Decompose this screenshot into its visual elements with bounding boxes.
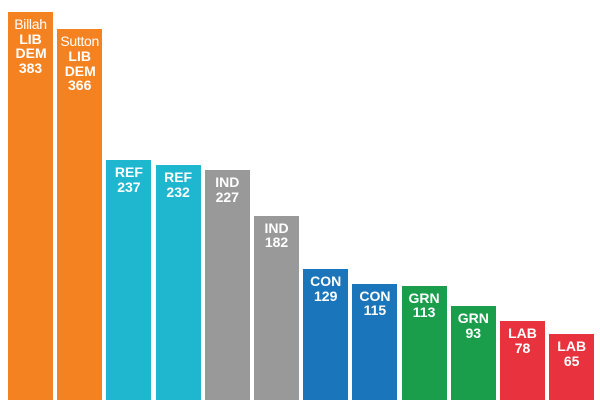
bar-value-label: 237 <box>117 178 141 195</box>
bar-value-label: 93 <box>465 324 482 341</box>
bar-party-label: LIB DEM <box>15 30 47 62</box>
bar-grn-9: GRN 113 <box>401 285 447 400</box>
bar-party-label: REF <box>164 169 193 185</box>
bar-value-label: 366 <box>68 77 92 94</box>
bar-party-label: GRN <box>457 309 489 326</box>
bar-candidate-label: Billah <box>14 16 47 32</box>
bar-lib-dem-1: Billah LIB DEM 383 <box>8 12 53 400</box>
bar-value-label: 383 <box>18 60 43 77</box>
bar-value-label: 182 <box>264 234 289 251</box>
bar-party-label: IND <box>215 174 240 190</box>
bar-value-label: 113 <box>412 304 436 321</box>
bar-ind-6: IND 182 <box>254 215 299 400</box>
bar-con-7: CON 129 <box>303 269 349 400</box>
bar-value-label: 65 <box>563 352 580 369</box>
bar-party-label: GRN <box>408 289 440 306</box>
bar-value-label: 115 <box>363 302 387 319</box>
bar-party-label: LAB <box>508 325 537 341</box>
bar-party-label: REF <box>114 163 143 180</box>
bar-lib-dem-2: Sutton LIB DEM 366 <box>57 29 103 400</box>
bar-lab-11: LAB 78 <box>500 321 545 400</box>
bar-ind-5: IND 227 <box>204 170 250 400</box>
bar-grn-10: GRN 93 <box>450 305 496 400</box>
bar-party-label: CON <box>359 287 391 304</box>
bar-party-label: LIB DEM <box>64 47 96 79</box>
bar-party-label: CON <box>310 273 342 290</box>
bar-con-8: CON 115 <box>352 283 398 400</box>
bar-ref-4: REF 232 <box>155 165 201 400</box>
bar-lab-12: LAB 65 <box>549 334 595 400</box>
bar-value-label: 227 <box>215 188 239 205</box>
bar-value-label: 78 <box>514 339 531 356</box>
bar-ref-3: REF 237 <box>106 159 152 400</box>
bar-value-label: 129 <box>314 288 338 304</box>
bar-value-label: 232 <box>166 183 190 200</box>
bar-party-label: LAB <box>557 338 587 355</box>
bar-candidate-label: Sutton <box>60 33 100 50</box>
bar-party-label: IND <box>264 219 289 236</box>
